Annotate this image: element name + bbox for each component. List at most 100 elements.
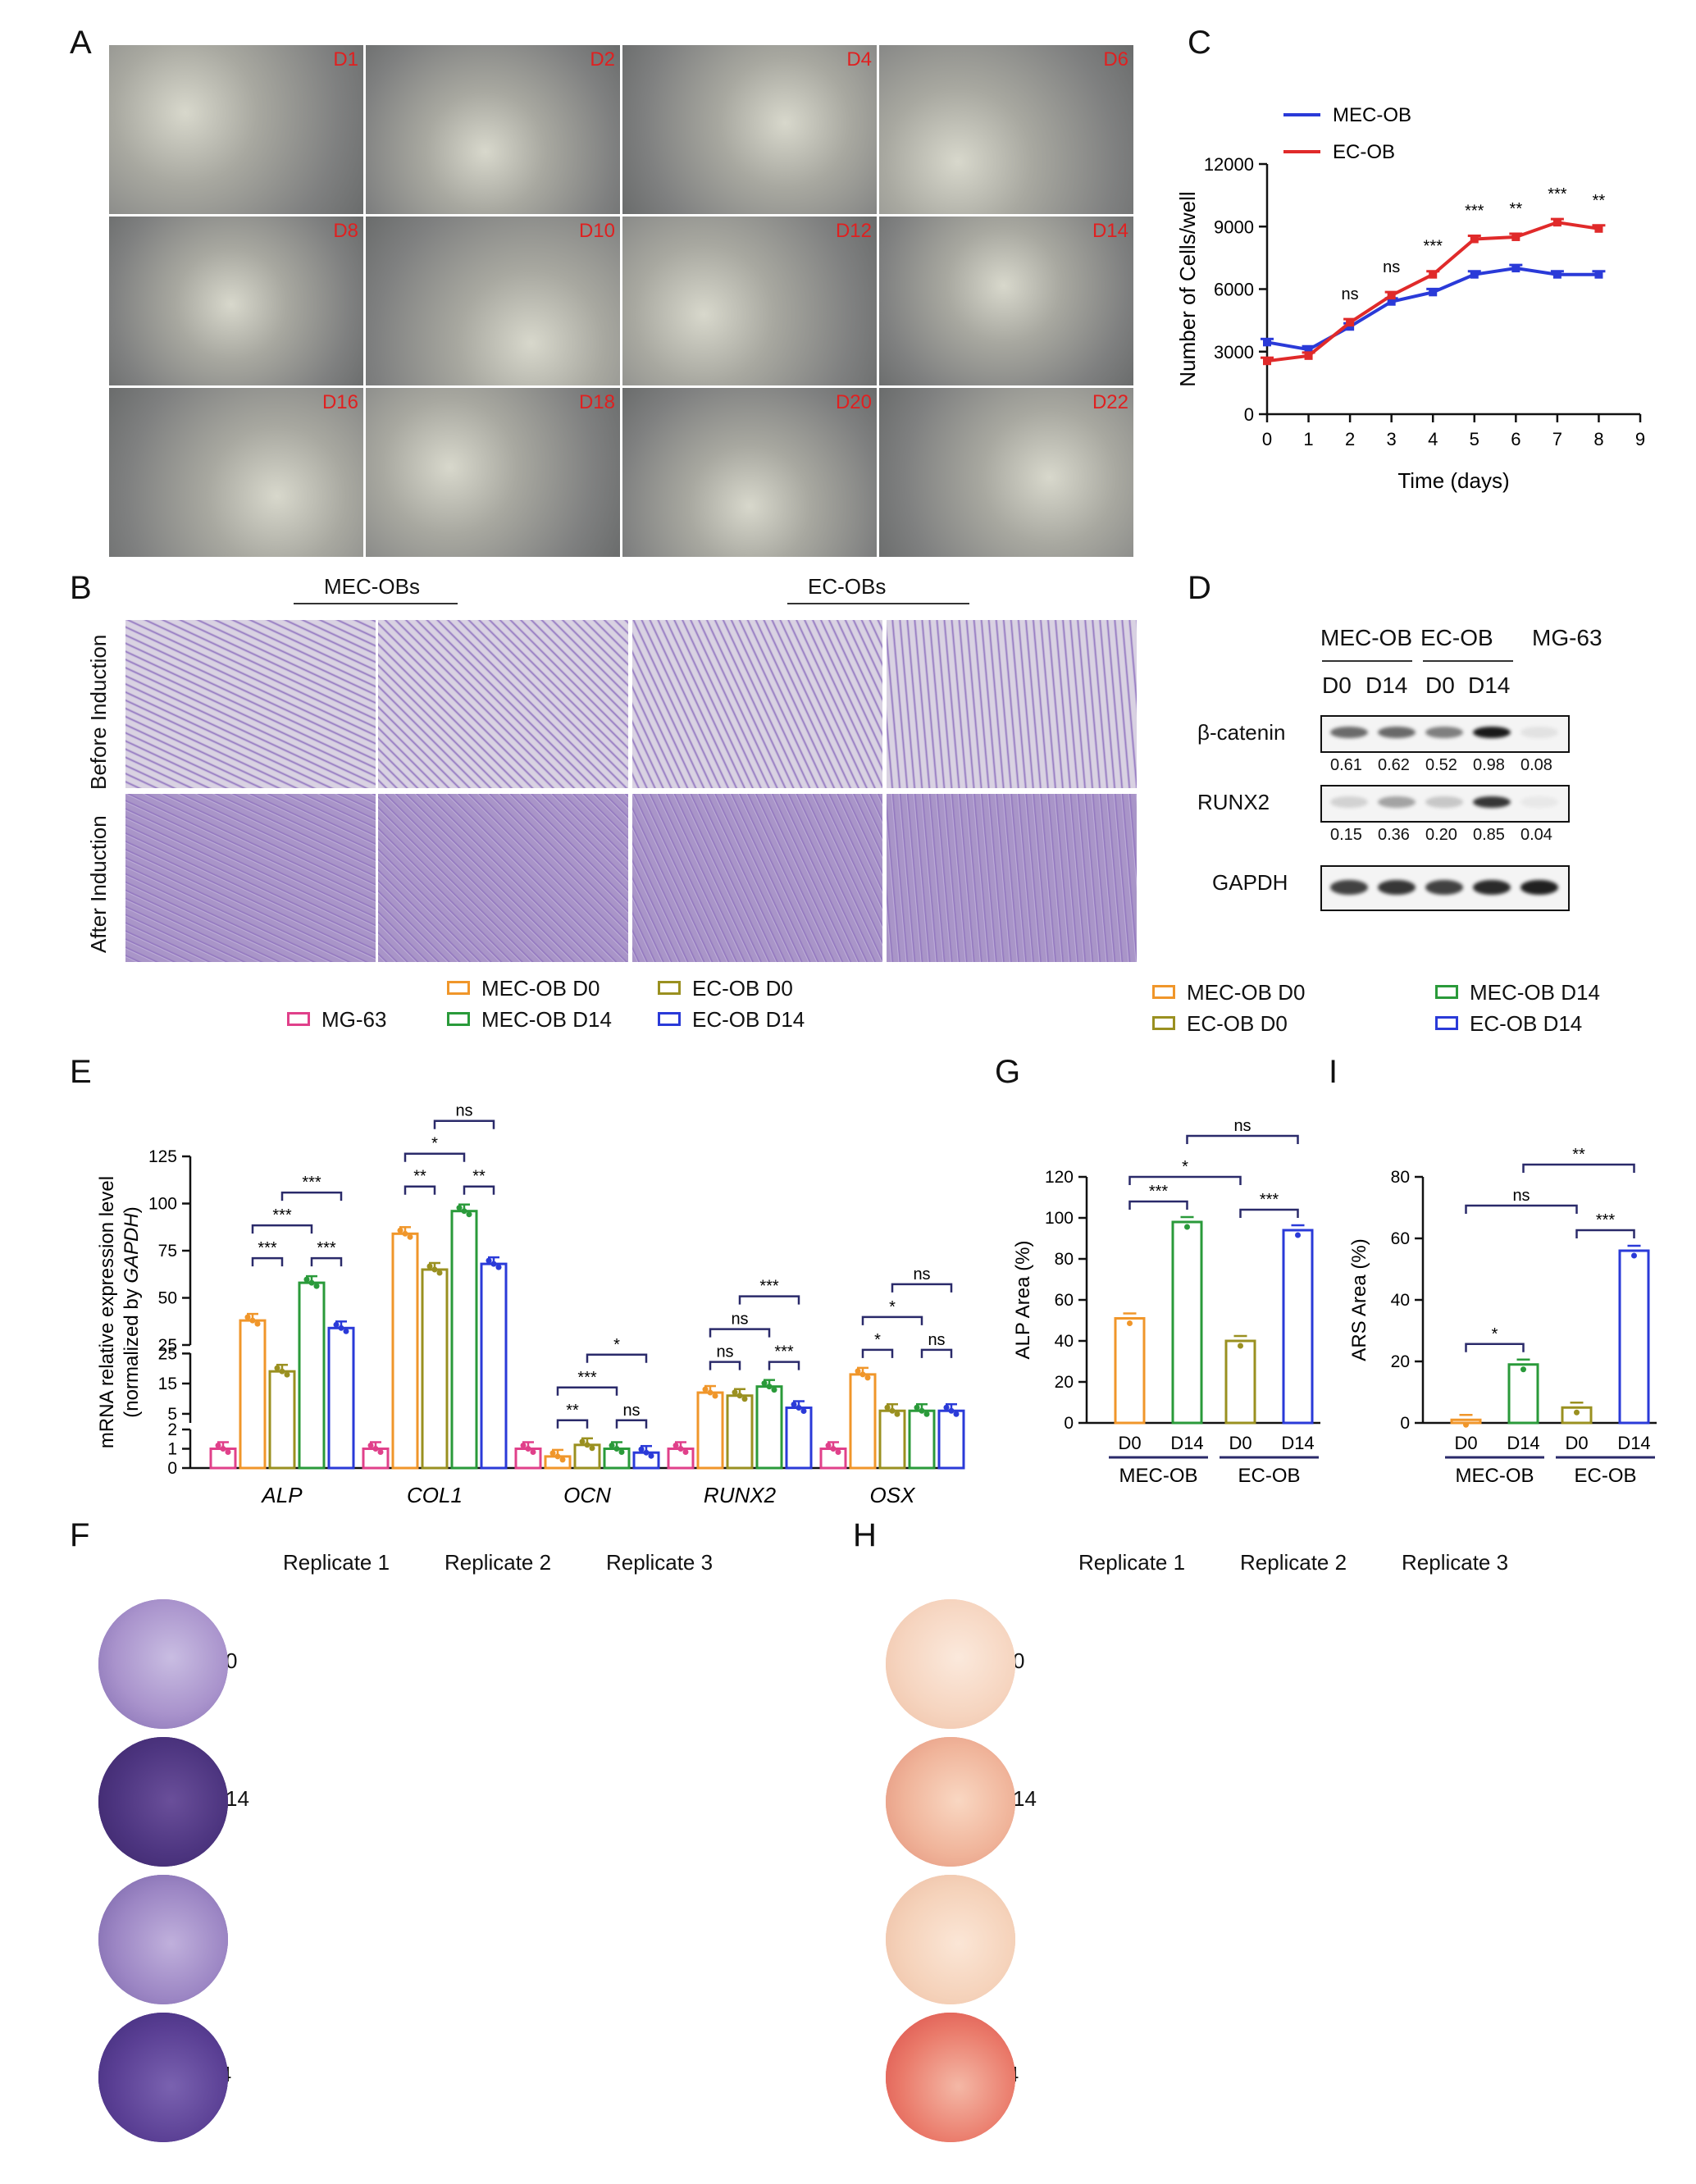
crystal-violet-tile	[887, 620, 1137, 788]
data-dot	[407, 1233, 413, 1240]
data-dot	[864, 1375, 871, 1381]
bar	[1171, 1220, 1203, 1425]
significance-mark: *	[874, 1331, 881, 1349]
significance-bracket	[1465, 1204, 1578, 1214]
x-tick-label: 2	[1345, 429, 1355, 449]
x-tick-label: 8	[1593, 429, 1603, 449]
significance-mark: **	[1572, 1146, 1585, 1164]
x-tick-label: D0	[1454, 1433, 1477, 1453]
significance-bracket	[280, 1191, 343, 1201]
blot-day-label: D14	[1468, 673, 1511, 698]
blot-day-label: D0	[1425, 673, 1455, 698]
blot-quant-value: 0.98	[1473, 756, 1505, 774]
crystal-violet-tile	[632, 794, 882, 962]
micrograph-tile: D8	[109, 217, 363, 385]
significance-mark: ***	[1260, 1191, 1279, 1209]
data-dot	[894, 1411, 900, 1417]
x-tick-label: 1	[1303, 429, 1313, 449]
bar	[726, 1394, 754, 1470]
significance-mark: *	[613, 1336, 620, 1354]
significance-bracket	[433, 1119, 495, 1129]
data-dot	[244, 1314, 251, 1320]
data-point	[1346, 322, 1355, 331]
stained-well	[98, 1737, 228, 1867]
legend-swatch	[1152, 1016, 1175, 1030]
category-label: ALP	[260, 1483, 303, 1507]
blot-group-label: EC-OB	[1420, 625, 1493, 650]
y-tick-label: 100	[1045, 1209, 1074, 1228]
legend-label: MEC-OB D14	[481, 1007, 612, 1032]
blot-band	[1330, 880, 1368, 895]
data-dot	[835, 1449, 841, 1455]
data-dot	[279, 1368, 285, 1375]
y-tick-label: 1	[167, 1440, 177, 1459]
data-dot	[732, 1389, 738, 1396]
data-dot	[486, 1257, 492, 1264]
crystal-violet-tile	[378, 794, 628, 962]
y-tick-label: 20	[1391, 1352, 1410, 1371]
data-dot	[943, 1404, 950, 1411]
data-dot	[1184, 1224, 1190, 1230]
data-dot	[830, 1446, 837, 1452]
group-label: EC-OB	[1238, 1465, 1300, 1487]
significance-mark: ***	[1465, 203, 1484, 221]
category-label: RUNX2	[704, 1483, 777, 1507]
data-dot	[215, 1443, 221, 1448]
blot-band-name: GAPDH	[1212, 870, 1288, 895]
day-label: D22	[1092, 391, 1128, 413]
bar	[1561, 1406, 1593, 1425]
data-dot	[643, 1449, 650, 1456]
data-dot	[761, 1380, 768, 1387]
significance-bracket	[709, 1328, 771, 1338]
micrograph-tile: D20	[622, 388, 877, 557]
data-dot	[495, 1264, 502, 1270]
data-dot	[525, 1446, 531, 1452]
significance-mark: ns	[1342, 285, 1359, 303]
data-dot	[466, 1211, 472, 1218]
data-dot	[431, 1266, 438, 1273]
blot-quant-value: 0.04	[1520, 826, 1552, 844]
y-tick-label: 50	[158, 1289, 177, 1308]
crystal-violet-tile	[887, 794, 1137, 962]
significance-mark: ***	[1548, 185, 1567, 203]
panel-label-f: F	[70, 1517, 90, 1553]
data-dot	[702, 1386, 709, 1393]
bar	[209, 1448, 237, 1470]
data-dot	[402, 1230, 408, 1237]
data-dot	[889, 1407, 896, 1414]
data-dot	[919, 1407, 925, 1414]
micrograph-tile: D1	[109, 45, 363, 214]
data-point	[1594, 224, 1603, 233]
bar	[1114, 1317, 1146, 1425]
y-tick-label: 3000	[1214, 342, 1254, 362]
bar	[785, 1407, 813, 1470]
significance-bracket	[310, 1256, 343, 1267]
panel-b-group-ec-line	[787, 603, 969, 604]
micrograph-tile: D22	[879, 388, 1133, 557]
data-dot	[333, 1321, 340, 1328]
group-label: MEC-OB	[1119, 1465, 1198, 1487]
y-axis-label: Number of Cells/well	[1175, 191, 1200, 386]
legend-label: MEC-OB	[1333, 104, 1411, 126]
x-tick-label: 5	[1470, 429, 1479, 449]
bar	[603, 1448, 631, 1470]
bar	[573, 1443, 601, 1470]
legend-label: EC-OB D0	[1187, 1011, 1288, 1036]
blot-band-name: RUNX2	[1197, 790, 1270, 814]
blot-band	[1473, 796, 1511, 808]
significance-mark: ***	[1596, 1211, 1616, 1229]
bar	[937, 1409, 965, 1470]
significance-bracket	[1465, 1343, 1525, 1352]
data-dot	[707, 1389, 714, 1396]
day-label: D14	[1092, 220, 1128, 242]
data-dot	[397, 1227, 403, 1233]
legend-label: EC-OB D0	[692, 976, 793, 1001]
legend-left: MG-63 MEC-OB D0 MEC-OB D14 EC-OB D0 EC-OB D1…	[287, 976, 910, 1042]
data-point	[1552, 270, 1562, 279]
significance-mark: *	[889, 1298, 896, 1316]
significance-bracket	[709, 1361, 741, 1370]
crystal-violet-tile	[125, 794, 376, 962]
data-dot	[914, 1404, 920, 1411]
y-tick-label: 0	[1244, 404, 1254, 425]
